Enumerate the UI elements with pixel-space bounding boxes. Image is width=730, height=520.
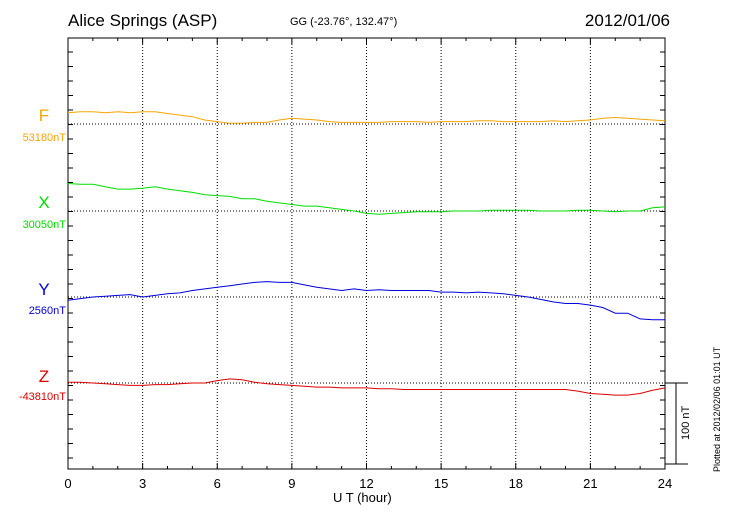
series-layer [67, 111, 666, 396]
x-axis-label: U T (hour) [333, 490, 392, 505]
baseline-F: 53180nT [22, 132, 66, 144]
baseline-Y: 2560nT [28, 305, 66, 317]
series-line-F [67, 111, 666, 124]
station-coords: GG (-23.76°, 132.47°) [290, 16, 398, 28]
series-line-Z [68, 378, 666, 396]
station-title: Alice Springs (ASP) [68, 11, 218, 30]
x-tick-3: 3 [138, 476, 147, 491]
x-tick-21: 21 [583, 476, 598, 491]
series-line-X [67, 183, 666, 215]
label-Z: Z [38, 367, 50, 386]
x-tick-24: 24 [657, 476, 673, 491]
plotted-note: Plotted at 2012/02/06 01:01 UT [712, 346, 722, 472]
label-F: F [38, 106, 50, 125]
x-tick-9: 9 [288, 476, 296, 491]
label-Y: Y [38, 280, 50, 299]
x-tick-15: 15 [433, 476, 449, 491]
scale-bar [665, 382, 688, 465]
series-line-Y [67, 281, 665, 321]
chart-date: 2012/01/06 [584, 11, 670, 30]
baseline-Z: -43810nT [18, 391, 66, 403]
baseline-X: 30050nT [22, 219, 66, 231]
x-tick-12: 12 [359, 476, 374, 491]
axes [67, 37, 666, 470]
scale-bar-label: 100 nT [680, 405, 692, 440]
x-tick-18: 18 [508, 476, 524, 491]
label-X: X [38, 193, 50, 212]
x-tick-6: 6 [213, 476, 221, 491]
x-tick-0: 0 [64, 476, 72, 491]
grid [68, 38, 665, 469]
